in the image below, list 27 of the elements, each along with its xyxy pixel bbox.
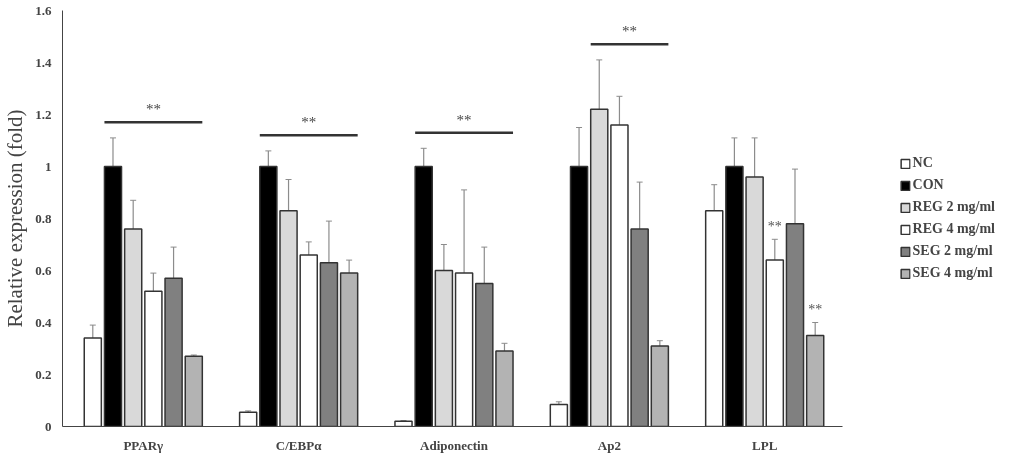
y-tick-label: 1: [45, 158, 52, 174]
data-label: **: [808, 302, 823, 318]
legend-label: SEG 4 mg/ml: [912, 265, 993, 281]
y-tick-label: 1.6: [35, 2, 52, 18]
x-tick-label: Ap2: [597, 437, 621, 453]
legend-label: REG 4 mg/ml: [912, 221, 995, 237]
annotation: **: [145, 101, 161, 118]
data-label: **: [767, 219, 782, 235]
x-tick-label: LPL: [752, 437, 778, 453]
y-tick-label: 0.4: [35, 314, 52, 330]
legend-label: CON: [912, 177, 944, 193]
legend-label: NC: [912, 155, 933, 171]
x-tick-label: Adiponectin: [420, 437, 489, 453]
legend-label: SEG 2 mg/ml: [912, 243, 993, 259]
y-tick-label: 1.2: [35, 106, 52, 122]
y-axis-title: Relative expression (fold): [3, 109, 28, 328]
annotation: **: [456, 111, 472, 128]
x-tick-label: PPARγ: [123, 437, 164, 453]
y-tick-label: 0.8: [35, 210, 52, 226]
y-tick-label: 0.2: [35, 366, 52, 382]
x-tick-label: C/EBPα: [275, 437, 323, 453]
y-tick-label: 1.4: [35, 54, 52, 70]
annotation: **: [301, 114, 317, 131]
legend-label: REG 2 mg/ml: [912, 199, 995, 215]
y-tick-label: 0.6: [35, 262, 52, 278]
y-tick-label: 0: [45, 418, 52, 434]
annotation: **: [622, 23, 638, 40]
